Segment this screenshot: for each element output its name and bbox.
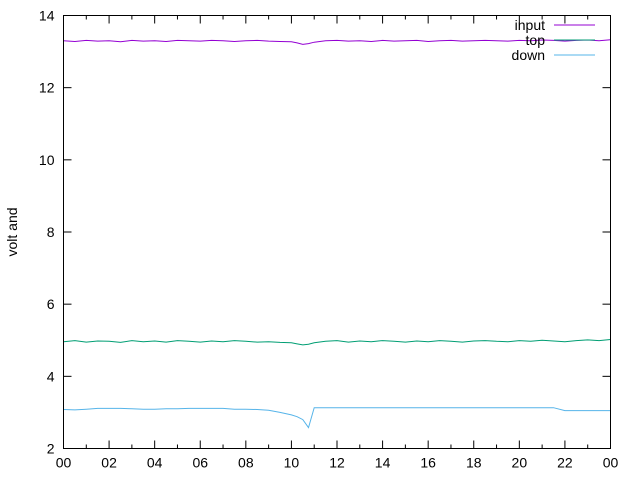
x-tick-label: 10 [284, 455, 300, 471]
x-tick-label: 20 [512, 455, 528, 471]
x-tick-label: 02 [101, 455, 117, 471]
series-line-down [63, 407, 611, 429]
x-tick-label: 12 [329, 455, 345, 471]
plot-border [63, 15, 611, 449]
y-tick-label: 10 [39, 152, 55, 168]
x-tick-label: 06 [192, 455, 208, 471]
x-tick-label: 00 [56, 455, 72, 471]
x-tick-label: 18 [466, 455, 482, 471]
x-tick-label: 22 [557, 455, 573, 471]
y-tick-label: 2 [47, 441, 55, 457]
x-tick-label: 14 [375, 455, 391, 471]
axis-ticks [63, 15, 611, 449]
y-tick-label: 6 [47, 296, 55, 312]
x-tick-label: 00 [603, 455, 619, 471]
series-lines [63, 39, 611, 429]
y-tick-label: 12 [39, 80, 55, 96]
y-tick-label: 4 [47, 368, 55, 384]
y-tick-label: 14 [39, 8, 55, 24]
y-tick-labels: 2 4 6 8 10 12 14 [39, 8, 55, 457]
x-tick-label: 04 [147, 455, 163, 471]
legend-label-input: input [515, 17, 545, 33]
x-tick-label: 08 [238, 455, 254, 471]
legend-label-down: down [512, 47, 545, 63]
legend-label-top: top [526, 32, 546, 48]
y-axis-label: volt and [4, 207, 20, 256]
y-tick-label: 8 [47, 224, 55, 240]
x-tick-label: 16 [420, 455, 436, 471]
x-tick-labels: 00 02 04 06 08 10 12 14 16 18 20 22 00 [56, 455, 619, 471]
series-line-input [63, 39, 611, 45]
series-line-top [63, 339, 611, 346]
